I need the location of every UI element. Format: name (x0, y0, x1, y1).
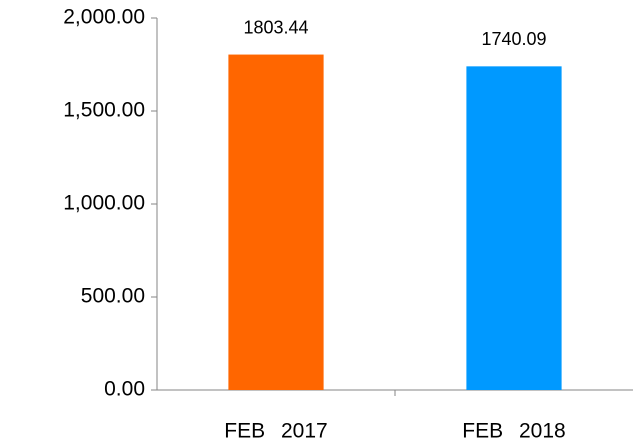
bar (228, 54, 324, 391)
x-tick-label: FEB 2017 (224, 420, 327, 443)
x-tick-label: FEB 2018 (462, 420, 565, 443)
y-tick-label: 2,000.00 (63, 6, 145, 29)
data-label: 1740.09 (481, 29, 546, 49)
y-tick-label: 500.00 (81, 285, 145, 308)
data-label: 1803.44 (243, 17, 308, 37)
y-tick-label: 1,500.00 (63, 99, 145, 122)
y-tick-label: 0.00 (104, 378, 145, 401)
bar (466, 66, 562, 390)
y-tick-label: 1,000.00 (63, 192, 145, 215)
